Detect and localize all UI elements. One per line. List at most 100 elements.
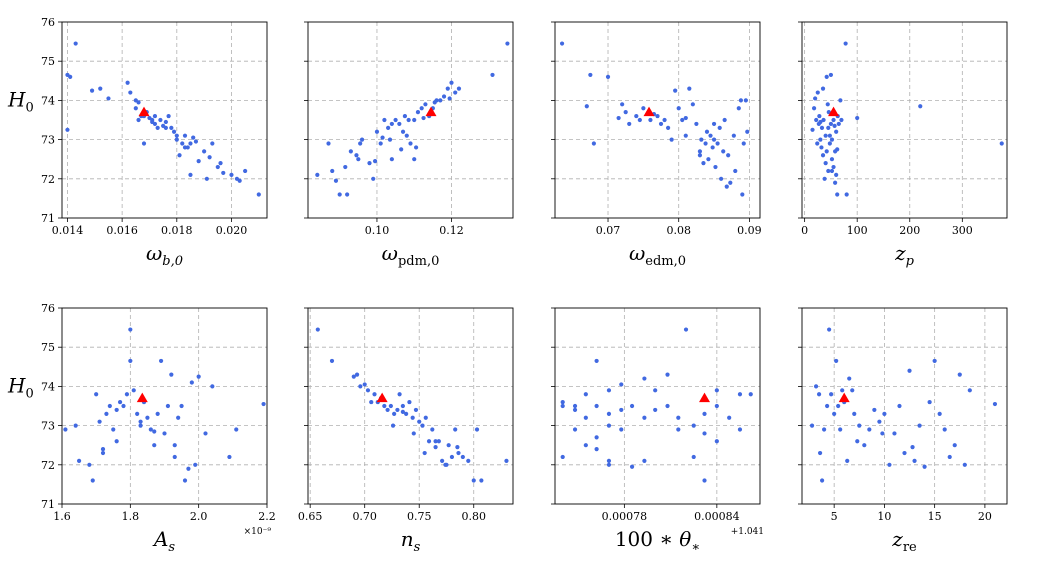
subplot-2: 0.10 0.12 ωpdm,0 <box>304 21 514 269</box>
scatter-point <box>399 147 404 152</box>
scatter-point <box>588 72 593 78</box>
scatter-point <box>218 161 223 166</box>
scatter-point <box>840 388 845 393</box>
scatter-point <box>404 133 409 138</box>
scatter-point <box>76 458 82 463</box>
scatter-point <box>741 141 746 146</box>
scatter-point <box>138 423 143 428</box>
scatter-point <box>736 106 741 111</box>
scatter-point <box>701 161 706 166</box>
x-tick-label: 1.8 <box>122 510 140 523</box>
scatter-point <box>455 445 460 450</box>
x-axis-label: 100 ∗ θ∗ <box>615 527 700 555</box>
scatter-point <box>68 74 73 79</box>
axes-frame <box>61 21 268 219</box>
scatter-point <box>721 149 726 154</box>
scatter-point <box>809 423 815 428</box>
scatter-point <box>351 374 356 379</box>
scatter-point <box>952 443 957 448</box>
scatter-point <box>724 184 729 189</box>
scatter-point <box>182 145 188 150</box>
scatter-point <box>158 117 163 123</box>
scatter-point <box>704 129 710 134</box>
scatter-point <box>97 419 102 424</box>
scatter-point <box>822 176 827 181</box>
scatter-point <box>400 409 405 414</box>
scatter-point <box>440 458 445 463</box>
scatter-point <box>669 137 674 142</box>
scatter-point <box>174 133 179 138</box>
x-tick-label: 0.65 <box>298 510 323 523</box>
scatter-point <box>471 478 476 483</box>
y-tick-label: 74 <box>41 94 55 107</box>
scatter-point <box>333 178 339 183</box>
scatter-point <box>619 427 624 432</box>
scatter-point <box>125 80 130 85</box>
scatter-point <box>815 90 820 95</box>
scatter-point <box>711 137 717 142</box>
scatter-point <box>834 358 839 364</box>
scatter-point <box>256 192 261 197</box>
scatter-point <box>124 392 130 397</box>
scatter-point <box>176 415 181 420</box>
scatter-point <box>967 388 972 393</box>
scatter-point <box>962 462 967 467</box>
scatter-point <box>114 407 119 413</box>
scatter-point <box>818 137 823 142</box>
scatter-point <box>836 403 841 409</box>
scatter-point <box>371 176 376 181</box>
scatter-point <box>942 427 947 432</box>
scatter-point <box>136 100 141 105</box>
scatter-point <box>100 447 106 452</box>
scatter-point <box>882 411 887 416</box>
scatter-point <box>390 423 396 428</box>
scatter-point <box>825 403 830 409</box>
scatter-point <box>823 133 828 138</box>
scatter-point <box>559 41 565 46</box>
scatter-point <box>623 110 628 115</box>
scatter-point <box>594 447 599 452</box>
scatter-point <box>378 141 383 146</box>
scatter-point <box>745 129 750 134</box>
scatter-point <box>177 153 182 158</box>
scatter-point <box>828 72 834 78</box>
scatter-point <box>413 145 419 150</box>
scatter-point <box>616 115 621 121</box>
scatter-point <box>395 407 400 413</box>
scatter-point <box>145 415 150 420</box>
scatter-point <box>171 129 177 134</box>
scatter-point <box>584 104 589 109</box>
x-axis-label: zp <box>894 241 915 269</box>
scatter-point <box>642 415 647 420</box>
scatter-point <box>844 192 849 197</box>
scatter-point <box>719 176 724 181</box>
scatter-point <box>829 392 834 397</box>
scatter-point <box>819 125 825 130</box>
scatter-point <box>832 123 837 128</box>
x-tick-label: 100 <box>847 224 868 237</box>
scatter-point <box>388 403 393 409</box>
scatter-point <box>447 96 452 101</box>
scatter-point <box>73 41 78 46</box>
scatter-point <box>402 113 408 119</box>
x-tick-label: 10 <box>877 510 891 523</box>
scatter-point <box>816 392 822 397</box>
scatter-point <box>834 129 839 134</box>
scatter-point <box>374 129 380 134</box>
scatter-point <box>642 458 647 463</box>
subplot-1: 0.014 0.016 0.018 0.020 71 72 73 74 75 76 ωb,0 H0 <box>7 16 268 269</box>
scatter-point <box>691 454 696 460</box>
best-fit-marker <box>376 392 388 403</box>
scatter-point <box>706 157 711 162</box>
scatter-point <box>202 149 207 154</box>
scatter-point <box>892 431 897 436</box>
x-tick-label: 0.016 <box>106 224 138 237</box>
scatter-point <box>412 157 417 162</box>
scatter-point <box>420 423 425 428</box>
scatter-point <box>114 439 119 444</box>
scatter-point <box>918 104 923 109</box>
scatter-point <box>196 159 201 164</box>
scatter-point <box>330 168 335 174</box>
scatter-point <box>362 382 367 387</box>
scatter-point <box>505 41 510 46</box>
